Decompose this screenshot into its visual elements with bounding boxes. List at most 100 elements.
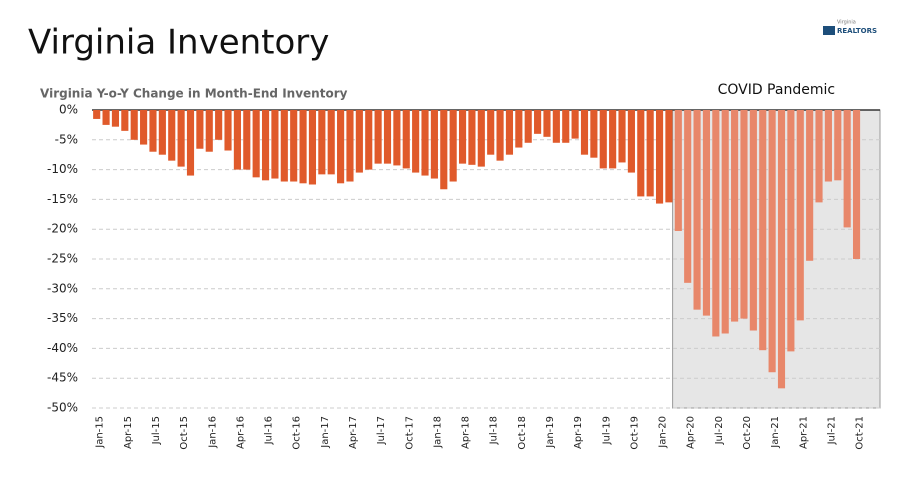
- bar: [534, 110, 542, 134]
- bar: [834, 110, 842, 181]
- x-tick-label: Oct-17: [404, 416, 415, 450]
- bar: [721, 110, 729, 334]
- bar: [505, 110, 514, 155]
- bar: [543, 110, 551, 137]
- x-tick-label: Apr-20: [686, 416, 697, 449]
- bar: [824, 110, 832, 182]
- x-tick-label: Apr-15: [123, 416, 134, 449]
- bar: [355, 110, 363, 173]
- bar: [759, 110, 767, 351]
- bar: [261, 110, 270, 181]
- x-tick-label: Jan-17: [320, 416, 331, 449]
- bar: [627, 110, 635, 173]
- bar: [655, 110, 664, 204]
- bar: [111, 110, 120, 127]
- x-tick-label: Apr-19: [573, 416, 584, 449]
- bar: [168, 110, 176, 161]
- x-tick-label: Jan-16: [207, 416, 218, 449]
- x-tick-label: Jan-18: [432, 416, 443, 449]
- x-tick-label: Oct-20: [742, 416, 753, 450]
- bar: [102, 110, 110, 125]
- y-tick-label: -20%: [47, 222, 78, 236]
- bar: [768, 110, 776, 373]
- bar: [468, 110, 476, 165]
- bar: [524, 110, 532, 143]
- y-tick-label: -45%: [47, 371, 78, 385]
- bar: [290, 110, 298, 182]
- bar: [205, 110, 213, 152]
- bar: [449, 110, 457, 182]
- bar: [430, 110, 438, 179]
- y-tick-label: 0%: [59, 103, 78, 117]
- y-tick-label: -15%: [47, 192, 78, 206]
- bar: [327, 110, 335, 175]
- logo-top: Virginia: [837, 20, 856, 26]
- bar: [787, 110, 795, 352]
- x-tick-label: Jan-15: [95, 416, 106, 449]
- bar: [599, 110, 607, 169]
- bar: [646, 110, 654, 197]
- bar: [552, 110, 560, 143]
- bar: [158, 110, 166, 155]
- bar: [121, 110, 129, 131]
- bar: [177, 110, 185, 167]
- bar: [149, 110, 157, 152]
- bar: [562, 110, 570, 143]
- bar: [740, 110, 748, 319]
- bar: [393, 110, 401, 166]
- highlight-label: COVID Pandemic: [718, 82, 835, 98]
- bar: [665, 110, 673, 203]
- bar: [337, 110, 345, 184]
- bar: [806, 110, 814, 261]
- bar: [299, 110, 307, 184]
- x-tick-label: Oct-15: [179, 416, 190, 450]
- bar: [515, 110, 523, 148]
- bar: [412, 110, 420, 173]
- x-tick-label: Jul-18: [489, 416, 500, 445]
- bar: [843, 110, 851, 228]
- bar: [496, 110, 504, 161]
- x-tick-label: Jul-19: [601, 416, 612, 445]
- logo-main: REALTORS: [837, 27, 877, 35]
- bar: [346, 110, 354, 182]
- y-tick-label: -50%: [47, 401, 78, 415]
- y-tick-label: -25%: [47, 252, 78, 266]
- bar: [580, 110, 589, 155]
- logo-icon: [823, 26, 835, 35]
- x-tick-label: Apr-16: [235, 416, 246, 449]
- bar: [609, 110, 617, 169]
- x-tick-label: Jan-21: [770, 416, 781, 449]
- x-tick-label: Apr-17: [348, 416, 359, 449]
- x-tick-label: Oct-16: [292, 416, 303, 450]
- bar: [796, 110, 804, 321]
- x-tick-label: Jul-17: [376, 416, 387, 445]
- bar: [731, 110, 739, 322]
- y-tick-label: -10%: [47, 162, 78, 176]
- bar: [215, 110, 223, 140]
- x-tick-label: Jul-16: [264, 416, 275, 445]
- bar: [590, 110, 598, 158]
- bar: [684, 110, 692, 283]
- bar: [308, 110, 317, 185]
- x-tick-label: Oct-19: [629, 416, 640, 450]
- bar: [271, 110, 279, 179]
- bar: [402, 110, 410, 169]
- x-tick-label: Jul-20: [714, 416, 725, 445]
- bar: [383, 110, 392, 164]
- bar: [365, 110, 373, 170]
- bar: [93, 110, 101, 119]
- bar: [458, 110, 467, 164]
- bar: [702, 110, 711, 316]
- y-tick-label: -5%: [55, 132, 78, 146]
- bar: [130, 110, 138, 140]
- bar: [224, 110, 232, 151]
- x-tick-label: Jul-15: [151, 416, 162, 445]
- bar: [712, 110, 720, 337]
- bar: [243, 110, 251, 170]
- bar: [233, 110, 241, 170]
- bar: [374, 110, 382, 164]
- bar: [571, 110, 579, 139]
- bar: [318, 110, 326, 175]
- x-tick-label: Apr-21: [798, 416, 809, 449]
